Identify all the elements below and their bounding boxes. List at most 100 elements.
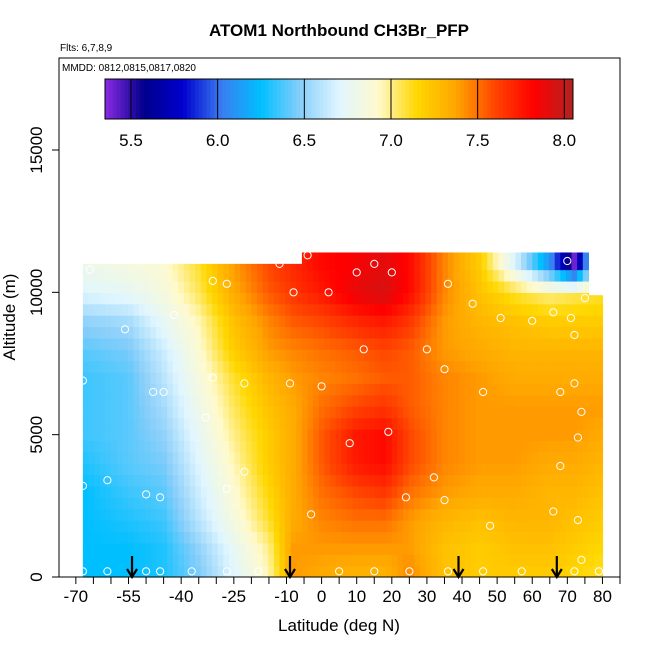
heatmap-cell xyxy=(110,315,118,328)
heatmap-cell xyxy=(273,280,281,293)
heatmap-cell xyxy=(178,303,185,316)
heatmap-cell xyxy=(397,485,404,498)
heatmap-cell xyxy=(588,531,595,544)
heatmap-cell xyxy=(200,326,208,339)
heatmap-cell xyxy=(94,542,101,555)
heatmap-cell xyxy=(588,326,595,339)
heatmap-cell xyxy=(94,326,101,339)
heatmap-cell xyxy=(397,292,404,305)
heatmap-cell xyxy=(324,252,331,259)
heatmap-cell xyxy=(386,292,393,305)
heatmap-cell xyxy=(234,474,241,487)
heatmap-cell xyxy=(532,372,539,385)
heatmap-cell xyxy=(217,417,224,430)
heatmap-cell xyxy=(481,303,488,316)
heatmap-cell xyxy=(464,383,472,396)
heatmap-cell xyxy=(408,337,415,350)
heatmap-cell xyxy=(577,280,584,293)
heatmap-cell xyxy=(521,326,528,339)
heatmap-cell xyxy=(532,440,539,453)
heatmap-cell xyxy=(200,485,208,498)
heatmap-cell xyxy=(251,372,258,385)
heatmap-cell xyxy=(189,372,196,385)
heatmap-cell xyxy=(88,303,95,316)
heatmap-cell xyxy=(307,520,314,533)
heatmap-cell xyxy=(116,463,123,476)
heatmap-cell xyxy=(273,485,281,498)
heatmap-cell xyxy=(223,531,230,544)
heatmap-cell xyxy=(318,315,326,328)
heatmap-cell xyxy=(408,258,415,271)
heatmap-cell xyxy=(195,428,202,441)
heatmap-cell xyxy=(521,520,528,533)
heatmap-cell xyxy=(571,508,578,521)
sample-point xyxy=(479,567,488,576)
heatmap-cell xyxy=(285,263,292,271)
heatmap-cell xyxy=(459,406,466,419)
heatmap-cell xyxy=(285,349,292,362)
heatmap-cell xyxy=(431,542,438,555)
heatmap-cell xyxy=(110,303,118,316)
heatmap-cell xyxy=(543,463,550,476)
heatmap-cell xyxy=(301,326,309,339)
heatmap-cell xyxy=(105,451,112,464)
heatmap-cell xyxy=(571,463,578,476)
heatmap-cell xyxy=(549,326,556,339)
heatmap-cell xyxy=(386,565,393,578)
heatmap-cell xyxy=(521,565,528,578)
heatmap-cell xyxy=(358,303,365,316)
heatmap-cell xyxy=(273,417,281,430)
colorbar-segment xyxy=(541,79,547,119)
heatmap-cell xyxy=(425,258,432,271)
heatmap-cell xyxy=(139,394,146,407)
heatmap-cell xyxy=(150,360,157,373)
heatmap-cell xyxy=(279,417,286,430)
heatmap-cell xyxy=(403,326,410,339)
heatmap-cell xyxy=(324,394,331,407)
colorbar-segment xyxy=(401,79,406,119)
heatmap-cell xyxy=(543,440,550,453)
heatmap-cell xyxy=(110,349,118,362)
heatmap-cell xyxy=(487,542,494,555)
heatmap-cell xyxy=(144,554,151,567)
colorbar-segment xyxy=(339,79,344,119)
heatmap-cell xyxy=(290,263,297,271)
heatmap-cell xyxy=(217,406,224,419)
heatmap-cell xyxy=(127,315,135,328)
sample-point xyxy=(566,313,576,323)
heatmap-cell xyxy=(110,508,118,521)
heatmap-cell xyxy=(223,292,230,305)
heatmap-cell xyxy=(245,485,252,498)
sample-point xyxy=(517,567,526,576)
heatmap-cell xyxy=(110,263,118,271)
heatmap-cell xyxy=(476,372,483,385)
heatmap-cell xyxy=(515,474,522,487)
sample-point xyxy=(240,379,249,388)
heatmap-cell xyxy=(155,497,163,510)
heatmap-cell xyxy=(470,542,477,555)
heatmap-cell xyxy=(94,292,101,305)
heatmap-cell xyxy=(296,326,303,339)
heatmap-cell xyxy=(346,451,354,464)
heatmap-cell xyxy=(577,565,584,578)
heatmap-cell xyxy=(588,417,595,430)
heatmap-cell xyxy=(155,428,163,441)
heatmap-cell xyxy=(212,440,219,453)
heatmap-cell xyxy=(515,292,522,305)
heatmap-cell xyxy=(549,451,556,464)
heatmap-cell xyxy=(498,258,505,271)
heatmap-cell xyxy=(183,565,191,578)
heatmap-cell xyxy=(436,474,443,487)
heatmap-cell xyxy=(515,252,522,259)
heatmap-cell xyxy=(374,337,382,350)
heatmap-cell xyxy=(380,315,387,328)
heatmap-cell xyxy=(414,315,421,328)
heatmap-cell xyxy=(504,372,511,385)
heatmap-cell xyxy=(335,565,342,578)
heatmap-cell xyxy=(346,417,354,430)
heatmap-cell xyxy=(234,326,241,339)
heatmap-cell xyxy=(554,360,561,373)
heatmap-cell xyxy=(386,542,393,555)
colorbar-tick-label: 5.5 xyxy=(119,131,143,150)
heatmap-cell xyxy=(172,372,179,385)
